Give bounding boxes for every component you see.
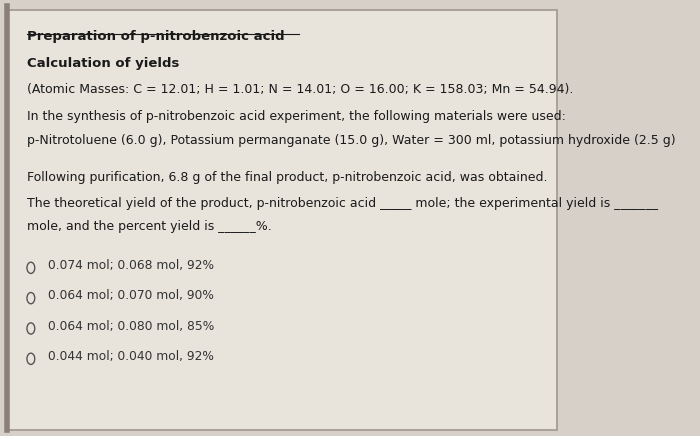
Text: In the synthesis of p-nitrobenzoic acid experiment, the following materials were: In the synthesis of p-nitrobenzoic acid … [27,110,566,123]
Text: 0.064 mol; 0.080 mol, 85%: 0.064 mol; 0.080 mol, 85% [48,320,214,333]
Text: p-Nitrotoluene (6.0 g), Potassium permanganate (15.0 g), Water = 300 ml, potassi: p-Nitrotoluene (6.0 g), Potassium perman… [27,134,676,147]
FancyBboxPatch shape [7,10,556,430]
Text: 0.064 mol; 0.070 mol, 90%: 0.064 mol; 0.070 mol, 90% [48,290,214,303]
Text: The theoretical yield of the product, p-nitrobenzoic acid _____ mole; the experi: The theoretical yield of the product, p-… [27,197,658,210]
Text: 0.044 mol; 0.040 mol, 92%: 0.044 mol; 0.040 mol, 92% [48,350,214,363]
Text: mole, and the percent yield is ______%.: mole, and the percent yield is ______%. [27,220,272,233]
Text: Preparation of p-nitrobenzoic acid: Preparation of p-nitrobenzoic acid [27,30,284,43]
Text: Calculation of yields: Calculation of yields [27,57,179,70]
Text: (Atomic Masses: C = 12.01; H = 1.01; N = 14.01; O = 16.00; K = 158.03; Mn = 54.9: (Atomic Masses: C = 12.01; H = 1.01; N =… [27,83,573,96]
Text: 0.074 mol; 0.068 mol, 92%: 0.074 mol; 0.068 mol, 92% [48,259,214,272]
Text: Following purification, 6.8 g of the final product, p-nitrobenzoic acid, was obt: Following purification, 6.8 g of the fin… [27,171,547,184]
